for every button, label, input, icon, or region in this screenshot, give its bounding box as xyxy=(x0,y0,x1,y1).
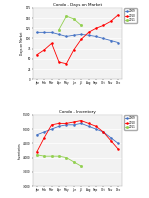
Legend: 2009, 2010, 2011: 2009, 2010, 2011 xyxy=(124,8,137,23)
Title: Condo - Inventory: Condo - Inventory xyxy=(59,110,96,114)
Legend: 2009, 2010, 2011: 2009, 2010, 2011 xyxy=(124,115,137,130)
Title: Condo - Days on Market: Condo - Days on Market xyxy=(53,3,102,7)
Y-axis label: Days on Market: Days on Market xyxy=(20,32,24,55)
Y-axis label: Inventories: Inventories xyxy=(18,142,22,159)
